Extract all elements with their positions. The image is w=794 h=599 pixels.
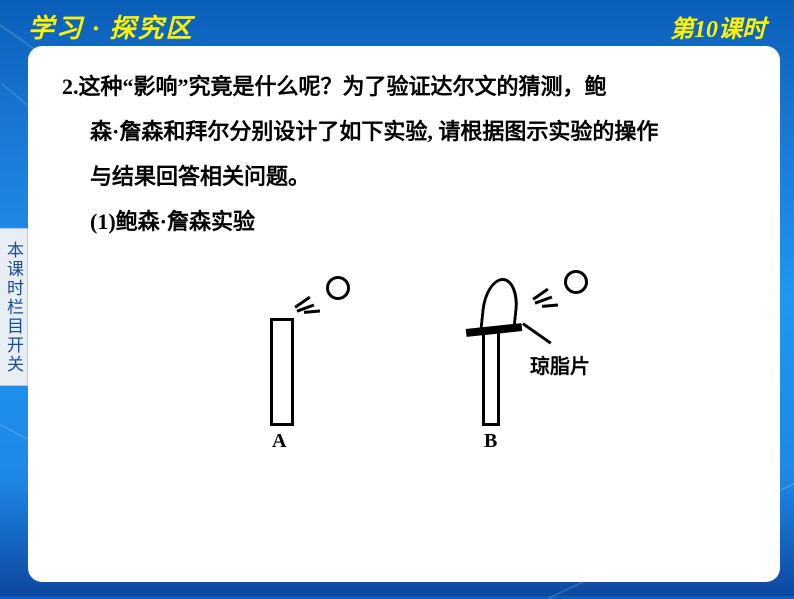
light-ray-icon xyxy=(542,304,558,308)
question-line2: 森·詹森和拜尔分别设计了如下实验, 请根据图示实验的操作 xyxy=(62,109,746,154)
experiment-diagram: A 琼脂片 B xyxy=(194,258,614,458)
sidebar-label: 本课时栏目开关 xyxy=(5,241,22,374)
light-source-icon xyxy=(326,276,350,300)
question-sub1: (1)鲍森·詹森实验 xyxy=(62,199,746,244)
light-source-icon xyxy=(564,270,588,294)
content-panel: 2.这种“影响”究竟是什么呢？为了验证达尔文的猜测，鲍 森·詹森和拜尔分别设计了… xyxy=(28,46,780,582)
light-ray-icon xyxy=(304,310,320,314)
header-right-lesson: 第10课时 xyxy=(670,9,766,44)
question-line1: 2.这种“影响”究竟是什么呢？为了验证达尔文的猜测，鲍 xyxy=(62,64,746,109)
header-left-title: 学习 · 探究区 xyxy=(28,8,194,45)
coleoptile-a xyxy=(270,318,294,426)
coleoptile-b-stem xyxy=(482,330,500,426)
sidebar-toggle-tab[interactable]: 本课时栏目开关 xyxy=(0,228,28,386)
agar-label: 琼脂片 xyxy=(530,350,590,379)
label-pointer-line xyxy=(522,323,551,345)
question-line3: 与结果回答相关问题。 xyxy=(62,154,746,199)
question-text: 2.这种“影响”究竟是什么呢？为了验证达尔文的猜测，鲍 森·詹森和拜尔分别设计了… xyxy=(62,64,746,244)
diagram-label-a: A xyxy=(272,430,286,453)
diagram-label-b: B xyxy=(484,430,497,453)
question-number: 2. xyxy=(62,74,79,99)
